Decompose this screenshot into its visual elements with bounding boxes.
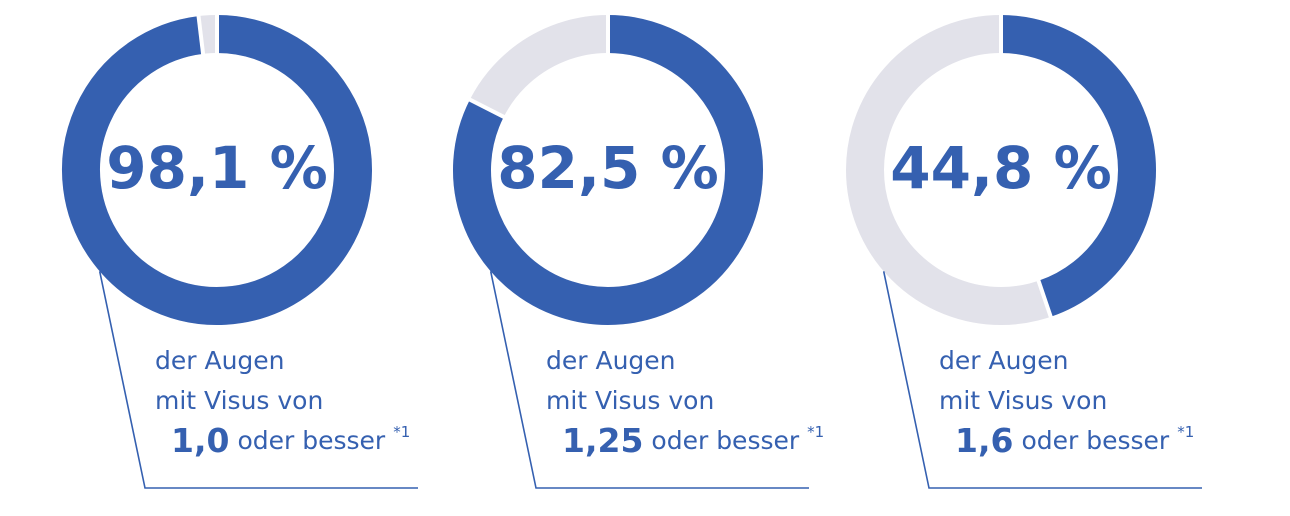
donut-segment [1000, 15, 1156, 317]
threshold-suffix: oder besser [237, 426, 385, 455]
threshold-line: 1,25 oder besser *1 [562, 421, 824, 460]
footnote-mark: *1 [1177, 423, 1194, 441]
footnote-mark: *1 [807, 423, 824, 441]
threshold-value: 1,25 [562, 421, 643, 460]
caption-line: mit Visus von [155, 386, 323, 415]
segment-separator [1036, 279, 1053, 319]
threshold-value: 1,6 [955, 421, 1013, 460]
threshold-line: 1,6 oder besser *1 [955, 421, 1194, 460]
segment-separator [468, 97, 506, 120]
donut-value-label: 98,1 % [106, 134, 327, 202]
footnote-mark: *1 [393, 423, 410, 441]
threshold-suffix: oder besser [1021, 426, 1169, 455]
caption-line: der Augen [546, 346, 676, 375]
donut-segment [62, 15, 372, 325]
donut-value-label: 82,5 % [497, 134, 718, 202]
threshold-value: 1,0 [171, 421, 229, 460]
donut-segment [453, 15, 763, 325]
threshold-suffix: oder besser [651, 426, 799, 455]
caption-line: mit Visus von [939, 386, 1107, 415]
caption-line: mit Visus von [546, 386, 714, 415]
threshold-line: 1,0 oder besser *1 [171, 421, 410, 460]
segment-separator [196, 14, 206, 56]
caption-line: der Augen [155, 346, 285, 375]
caption-line: der Augen [939, 346, 1069, 375]
connector-line [882, 271, 1202, 489]
connector-line [98, 271, 418, 489]
connector-line [489, 271, 809, 489]
donut-value-label: 44,8 % [890, 134, 1111, 202]
